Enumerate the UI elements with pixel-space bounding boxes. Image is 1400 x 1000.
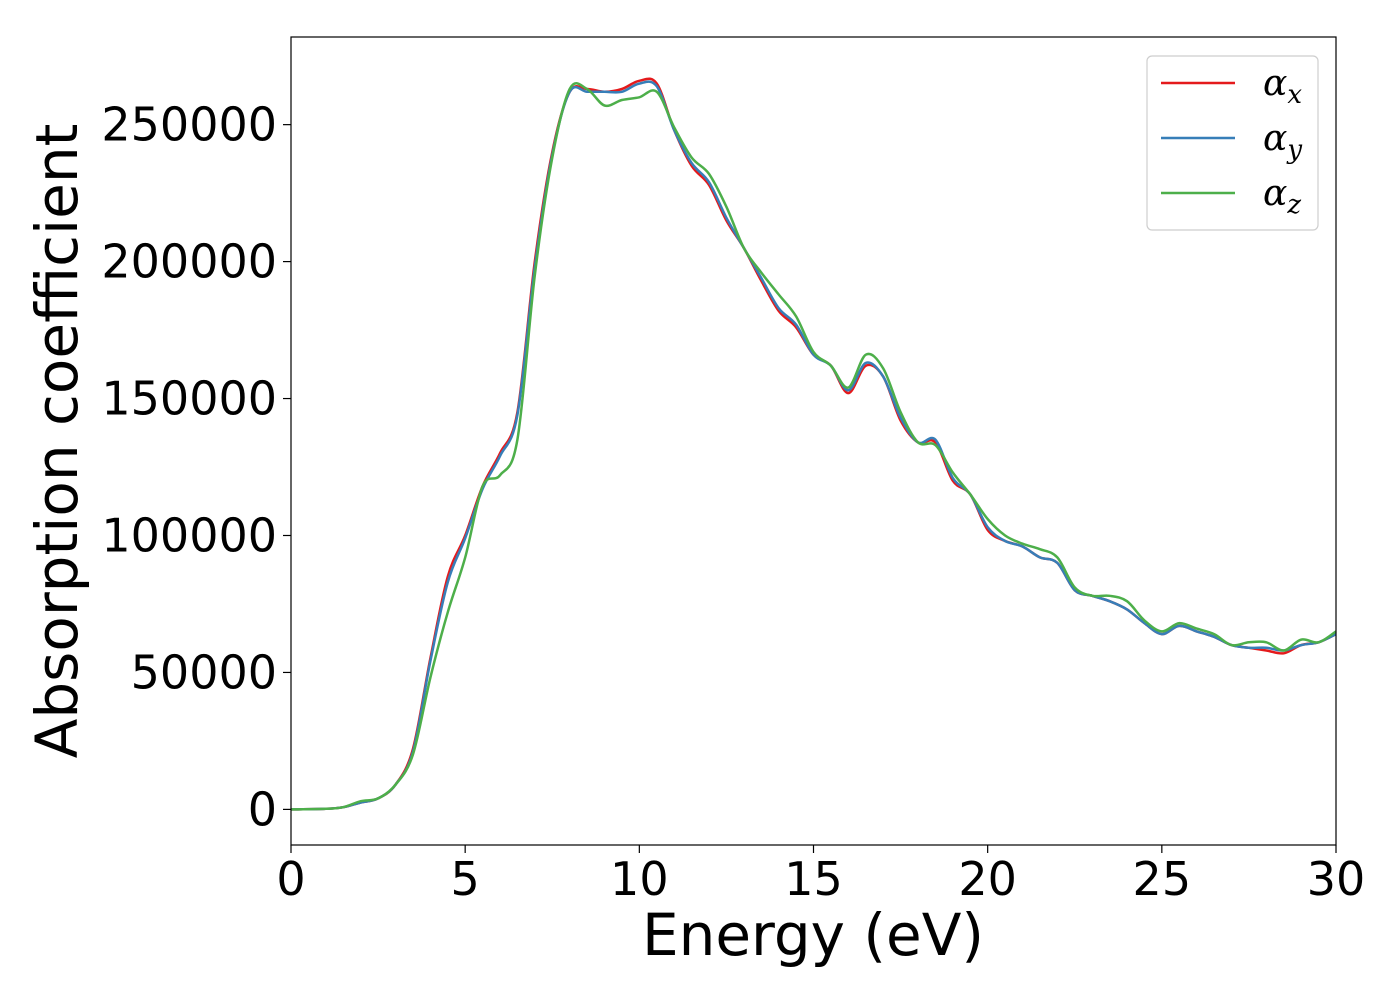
- x-tick-label: 5: [451, 852, 480, 906]
- y-axis-title: Absorption coefficient: [23, 124, 91, 759]
- y-tick-label: 50000: [131, 645, 277, 699]
- x-tick-label: 15: [784, 852, 843, 906]
- x-axis-ticks: 0 5 10 15 20 25 30: [276, 845, 1365, 906]
- y-axis-ticks: 0 50000 100000 150000 200000 250000: [101, 98, 291, 836]
- y-tick-label: 200000: [101, 235, 277, 289]
- y-tick-label: 250000: [101, 98, 277, 152]
- y-tick-label: 150000: [101, 372, 277, 426]
- series-layer: [290, 77, 1337, 811]
- y-tick-label: 0: [248, 782, 277, 836]
- x-tick-label: 20: [958, 852, 1017, 906]
- x-tick-label: 25: [1133, 852, 1192, 906]
- legend-box: [1146, 55, 1319, 231]
- x-tick-label: 10: [610, 852, 669, 906]
- x-tick-label: 0: [276, 852, 305, 906]
- y-tick-label: 100000: [101, 508, 277, 562]
- x-tick-label: 30: [1307, 852, 1366, 906]
- x-axis-title: Energy (eV): [642, 901, 984, 969]
- series-line-alpha-z: [290, 82, 1337, 811]
